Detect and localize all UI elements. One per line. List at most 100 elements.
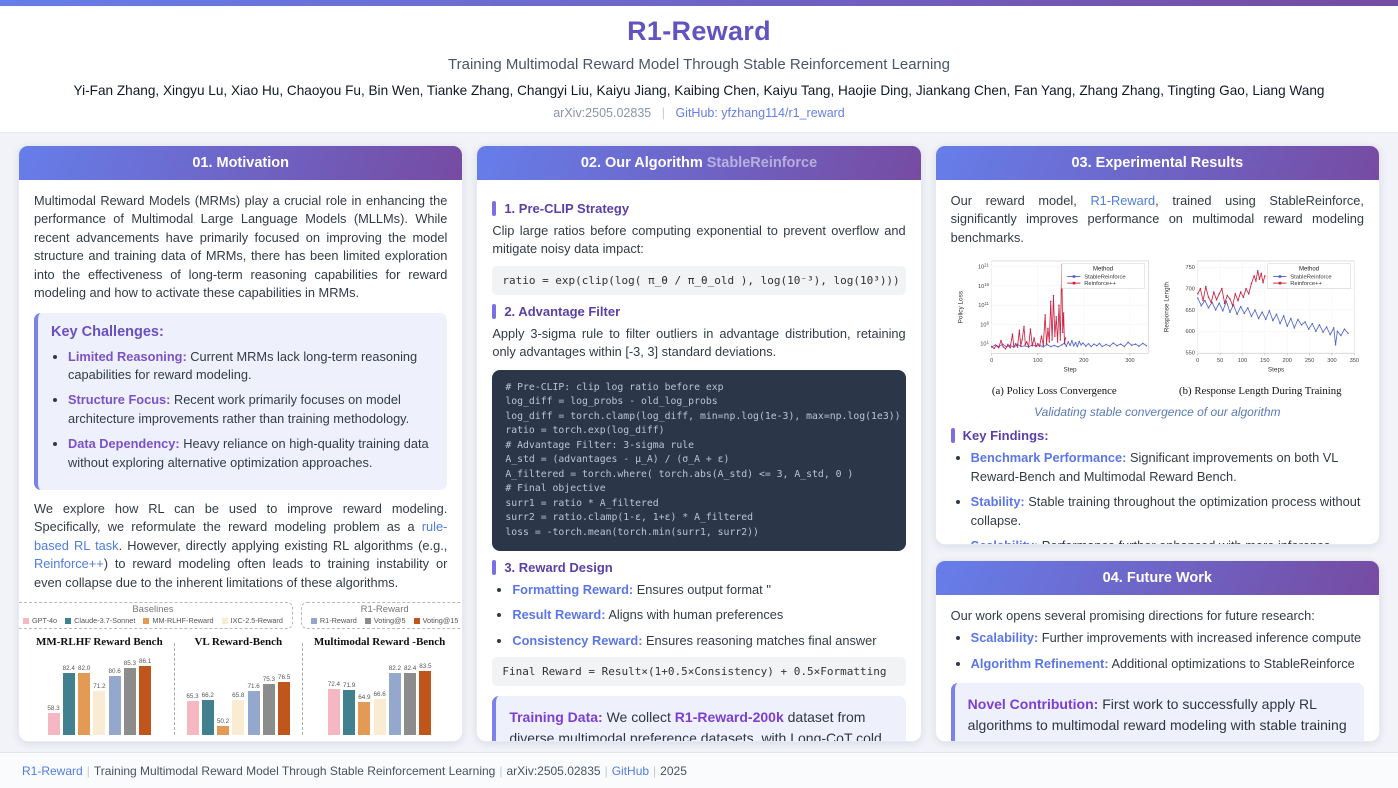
motivation-card: 01. Motivation Multimodal Reward Models … xyxy=(18,145,464,742)
text-segment: Training Data: xyxy=(509,709,603,726)
page-footer: R1-Reward | Training Multimodal Reward Mod… xyxy=(0,752,1398,788)
bar: 82.2 xyxy=(389,665,401,736)
github-link[interactable]: GitHub: yfzhang114/r1_reward xyxy=(675,106,845,120)
future-card-header: 04. Future Work xyxy=(935,561,1379,595)
svg-text:250: 250 xyxy=(1305,358,1314,364)
svg-text:350: 350 xyxy=(1350,358,1359,364)
svg-text:101: 101 xyxy=(981,340,990,348)
key-findings-section-title: Key Findings: xyxy=(950,428,1364,444)
list-item: Result Reward: Aligns with human prefere… xyxy=(512,606,905,624)
svg-text:200: 200 xyxy=(1283,358,1292,364)
advantage-filter-section-title: 2. Advantage Filter xyxy=(492,303,905,319)
arxiv-link[interactable]: arXiv:2505.02835 xyxy=(553,106,652,120)
reward-text: Aligns with human preferences xyxy=(605,607,784,623)
bar-group: VL Reward-Bench 65.3 66.2 50.2 65.8 71.6 75.3 7… xyxy=(186,636,290,736)
finding-text: Performance further enhanced with more i… xyxy=(1038,538,1331,544)
bar: 64.9 xyxy=(358,694,370,736)
algorithm-card-body: 1. Pre-CLIP Strategy Clip large ratios b… xyxy=(477,180,920,741)
results-card: 03. Experimental Results Our reward mode… xyxy=(934,145,1380,545)
bar-group: Multimodal Reward -Bench 72.4 71.9 64.9 66.6… xyxy=(314,636,445,736)
svg-text:Steps: Steps xyxy=(1268,367,1284,374)
svg-text:300: 300 xyxy=(1328,358,1337,364)
page-title: R1-Reward xyxy=(627,16,771,46)
legend-item: GPT-4o xyxy=(22,616,57,625)
list-item: Scalability: Performance further enhance… xyxy=(971,537,1364,544)
section-accent-bar xyxy=(950,428,955,444)
text-segment: Training Multimodal Reward Model Through… xyxy=(93,764,496,778)
motivation-paragraph: Multimodal Reward Models (MRMs) play a c… xyxy=(34,193,448,301)
chart-separator xyxy=(301,643,303,736)
text-segment: arXiv:2505.02835 xyxy=(506,764,601,778)
inline-link[interactable]: R1-Reward xyxy=(22,764,83,778)
list-item: Data Dependency: Heavy reliance on high-… xyxy=(68,435,434,472)
list-item: Limited Reasoning: Current MRMs lack lon… xyxy=(68,348,434,385)
reward-text: Ensures reasoning matches final answer xyxy=(642,632,877,648)
svg-text:StableReinforce: StableReinforce xyxy=(1291,275,1332,281)
reward-text: Ensures output format '' xyxy=(633,582,772,598)
text-segment: 2025 xyxy=(660,764,687,778)
key-challenges-callout: Key Challenges: Limited Reasoning: Curre… xyxy=(34,312,448,491)
finding-term: Scalability: xyxy=(971,538,1039,544)
novel-contribution-callout: Novel Contribution: First work to succes… xyxy=(950,683,1364,741)
inline-link[interactable]: R1-Reward xyxy=(1090,193,1156,208)
inline-link[interactable]: Reinforce++ xyxy=(34,556,104,572)
svg-text:300: 300 xyxy=(1126,358,1135,364)
challenge-term: Data Dependency: xyxy=(68,436,180,452)
algorithm-header-badge: StableReinforce xyxy=(706,155,818,171)
text-segment: Novel Contribution: xyxy=(967,696,1099,713)
key-findings-list: Benchmark Performance: Significant impro… xyxy=(971,449,1364,544)
bar: 76.5 xyxy=(278,674,290,736)
text-segment: | xyxy=(653,764,657,778)
text-segment: Our reward model, xyxy=(950,193,1091,208)
svg-text:0: 0 xyxy=(1196,358,1199,364)
inline-link[interactable]: rule-based RL task xyxy=(34,519,448,553)
svg-text:100: 100 xyxy=(1033,358,1042,364)
svg-text:100: 100 xyxy=(1238,358,1247,364)
response-length-caption: (b) Response Length During Training xyxy=(1179,385,1342,398)
finding-term: Benchmark Performance: xyxy=(970,450,1127,466)
bar: 65.3 xyxy=(186,693,199,736)
svg-text:550: 550 xyxy=(1186,351,1195,357)
svg-text:1011: 1011 xyxy=(979,301,990,309)
svg-text:StableReinforce: StableReinforce xyxy=(1085,275,1126,281)
future-intro: Our work opens several promising directi… xyxy=(950,608,1315,623)
legend-item: Claude-3.7-Sonnet xyxy=(65,616,135,625)
bar: 58.3 xyxy=(47,705,60,736)
challenge-term: Structure Focus: xyxy=(68,392,171,408)
text-segment: dataset from diverse multimodal preferen… xyxy=(509,709,882,741)
text-segment: . However, directly applying existing RL… xyxy=(118,537,448,553)
ratio-formula: ratio = exp(clip(log( π_θ / π_θ_old ), l… xyxy=(492,265,906,295)
final-reward-formula: Final Reward = Result×(1+0.5×Consistency… xyxy=(492,657,906,687)
challenge-text: Recent work primarily focuses on model a… xyxy=(68,392,410,426)
bar: 71.9 xyxy=(343,682,355,736)
legend-item: R1-Reward xyxy=(310,616,357,625)
finding-term: Stability: xyxy=(970,494,1025,510)
top-accent-bar xyxy=(0,0,1398,6)
svg-text:1016: 1016 xyxy=(978,282,990,290)
bar: 80.6 xyxy=(108,668,121,736)
svg-text:Method: Method xyxy=(1093,267,1113,273)
svg-text:Reinforce++: Reinforce++ xyxy=(1085,281,1117,287)
bar: 50.2 xyxy=(217,718,229,736)
inline-link[interactable]: GitHub xyxy=(611,764,650,778)
svg-text:106: 106 xyxy=(981,321,990,329)
text-segment: R1-Reward-200k xyxy=(674,709,784,726)
svg-text:750: 750 xyxy=(1186,265,1195,271)
page-subtitle: Training Multimodal Reward Model Through… xyxy=(448,56,950,73)
list-item: Algorithm Refinement: Additional optimiz… xyxy=(971,655,1364,673)
list-item: Benchmark Performance: Significant impro… xyxy=(971,449,1364,486)
svg-text:Reinforce++: Reinforce++ xyxy=(1291,281,1323,287)
algorithm-card: 02. Our Algorithm StableReinforce 1. Pre… xyxy=(476,145,922,742)
policy-loss-chart: 101 106 1011 1016 1021 0 100 200 300 Step Policy L… xyxy=(958,260,1149,374)
svg-text:50: 50 xyxy=(1217,358,1223,364)
motivation-card-body: Multimodal Reward Models (MRMs) play a c… xyxy=(19,180,463,741)
list-item: Formatting Reward: Ensures output format… xyxy=(512,581,905,599)
legend-box: Baselines GPT-4o Claude-3.7-Sonnet MM-RLHF-… xyxy=(19,602,293,630)
svg-text:0: 0 xyxy=(990,358,993,364)
results-card-body: Our reward model, R1-Reward, trained usi… xyxy=(936,180,1379,544)
header-links: arXiv:2505.02835 | GitHub: yfzhang114/r1… xyxy=(20,106,1378,120)
future-card-body: Our work opens several promising directi… xyxy=(936,595,1379,741)
reward-term: Formatting Reward: xyxy=(512,582,634,598)
future-list: Scalability: Further improvements with i… xyxy=(971,629,1364,673)
challenge-text: Heavy reliance on high-quality training … xyxy=(68,436,429,470)
